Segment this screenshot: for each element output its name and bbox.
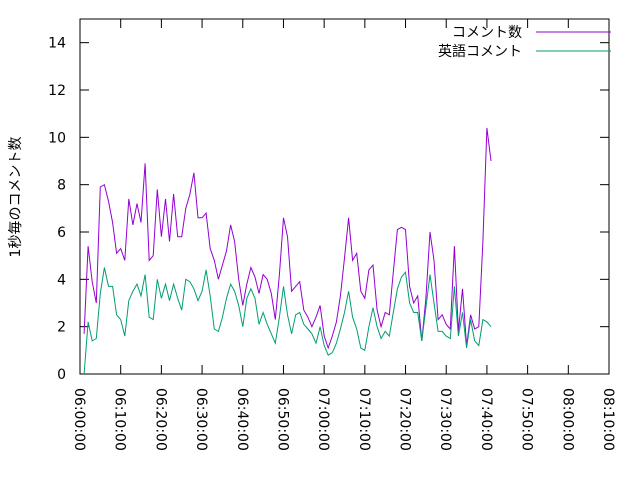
legend-label-1: コメント数 [452, 25, 522, 41]
y-tick-label: 4 [57, 272, 66, 288]
x-tick-label: 07:40:00 [478, 388, 494, 451]
x-tick-label: 08:00:00 [559, 388, 575, 451]
y-tick-label: 10 [48, 130, 66, 146]
x-tick-label: 07:50:00 [519, 388, 535, 451]
x-tick-label: 06:20:00 [152, 388, 168, 451]
x-tick-label: 08:10:00 [600, 388, 616, 451]
y-tick-label: 12 [48, 83, 66, 99]
x-tick-label: 06:10:00 [112, 388, 128, 451]
y-tick-label: 2 [57, 320, 66, 336]
series-line-2 [83, 267, 492, 375]
x-tick-label: 07:30:00 [437, 388, 453, 451]
x-tick-label: 07:10:00 [356, 388, 372, 451]
x-tick-label: 06:00:00 [71, 388, 87, 451]
y-tick-label: 0 [57, 367, 66, 383]
x-tick-label: 06:30:00 [193, 388, 209, 451]
legend-label-2: 英語コメント [438, 43, 522, 60]
plot-frame [79, 18, 610, 375]
y-axis-label: 1秒毎のコメント数 [8, 137, 24, 258]
x-tick-label: 06:40:00 [234, 388, 250, 451]
y-tick-label: 6 [57, 225, 66, 241]
x-tick-label: 07:20:00 [397, 388, 413, 451]
x-axis-ticks: 06:00:00 06:10:00 06:20:00 06:30:00 06:40:00… [71, 19, 616, 451]
series-lines [83, 127, 492, 375]
x-tick-label: 06:50:00 [274, 388, 290, 451]
y-tick-label: 14 [48, 36, 66, 52]
x-tick-label: 07:00:00 [315, 388, 331, 451]
y-axis-ticks: 0 2 4 6 8 10 12 14 [48, 36, 609, 383]
y-tick-label: 8 [57, 178, 66, 194]
